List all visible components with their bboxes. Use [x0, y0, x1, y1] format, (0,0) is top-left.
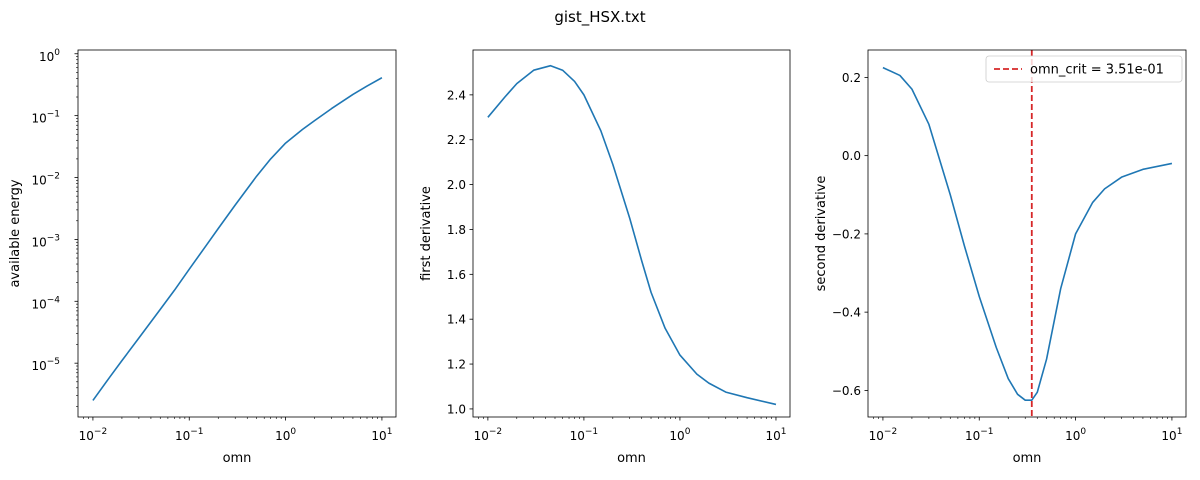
figure-title: gist_HSX.txt	[554, 8, 645, 27]
x-tick-label: 10−2	[474, 427, 503, 443]
y-tick-label: 0.0	[842, 149, 861, 163]
axes-frame	[867, 49, 1187, 418]
y-tick-label: 1.8	[447, 223, 466, 237]
x-axis-label: omn	[617, 451, 646, 466]
x-tick-label: 101	[765, 427, 786, 443]
y-tick-label: 1.4	[447, 313, 466, 327]
x-axis-label: omn	[1013, 451, 1042, 466]
x-tick-label: 100	[275, 427, 296, 443]
subplot-3: 10−2 10−1 100 101 −0.6 −0.4 −0.2 0.0 0.2 omn secon…	[814, 49, 1187, 466]
y-tick-label: 2.4	[447, 88, 466, 102]
subplot-2: 10−2 10−1 100 101 1.0 1.2 1.4 1.6 1.8 2.0 2.2 2.4 om…	[419, 49, 791, 466]
y-tick-label: 100	[39, 48, 60, 64]
series-line-1	[487, 64, 777, 406]
y-tick-label: 10−5	[31, 357, 60, 373]
series-line-1	[92, 77, 383, 401]
x-tick-label: 10−2	[869, 427, 898, 443]
axes-frame	[77, 49, 397, 418]
y-tick-label: −0.6	[832, 384, 861, 398]
y-tick-label: 1.2	[447, 358, 466, 372]
x-tick-label: 10−2	[79, 427, 108, 443]
legend: omn_crit = 3.51e-01	[985, 55, 1183, 83]
y-tick-label: 10−3	[31, 233, 60, 249]
legend-label: omn_crit = 3.51e-01	[1030, 63, 1164, 78]
y-tick-label: 1.0	[447, 402, 466, 416]
y-axis-label: first derivative	[419, 186, 434, 281]
y-tick-label: −0.2	[832, 227, 861, 241]
y-tick-label: 1.6	[447, 268, 466, 282]
y-tick-label: 10−1	[31, 110, 60, 126]
legend-box	[985, 55, 1183, 83]
y-tick-label: 10−4	[31, 295, 60, 311]
x-tick-label: 10−1	[570, 427, 599, 443]
y-tick-label: 2.0	[447, 178, 466, 192]
x-tick-label: 100	[1065, 427, 1086, 443]
y-tick-label: 0.2	[842, 71, 861, 85]
x-tick-label: 10−1	[175, 427, 204, 443]
y-axis-label: second derivative	[814, 176, 829, 292]
subplot-1: 10−2 10−1 100 101 10−5 10−4 10−3 10−2 10−1 100 omn…	[8, 48, 397, 466]
x-tick-label: 10−1	[965, 427, 994, 443]
axes-frame	[472, 49, 791, 418]
x-tick-label: 101	[371, 427, 392, 443]
x-axis-label: omn	[223, 451, 252, 466]
y-tick-label: −0.4	[832, 306, 861, 320]
series-line-1	[882, 66, 1173, 401]
y-tick-label: 10−2	[31, 172, 60, 188]
x-tick-label: 101	[1161, 427, 1182, 443]
y-axis-label: available energy	[8, 179, 23, 287]
y-tick-label: 2.2	[447, 133, 466, 147]
x-tick-label: 100	[669, 427, 690, 443]
